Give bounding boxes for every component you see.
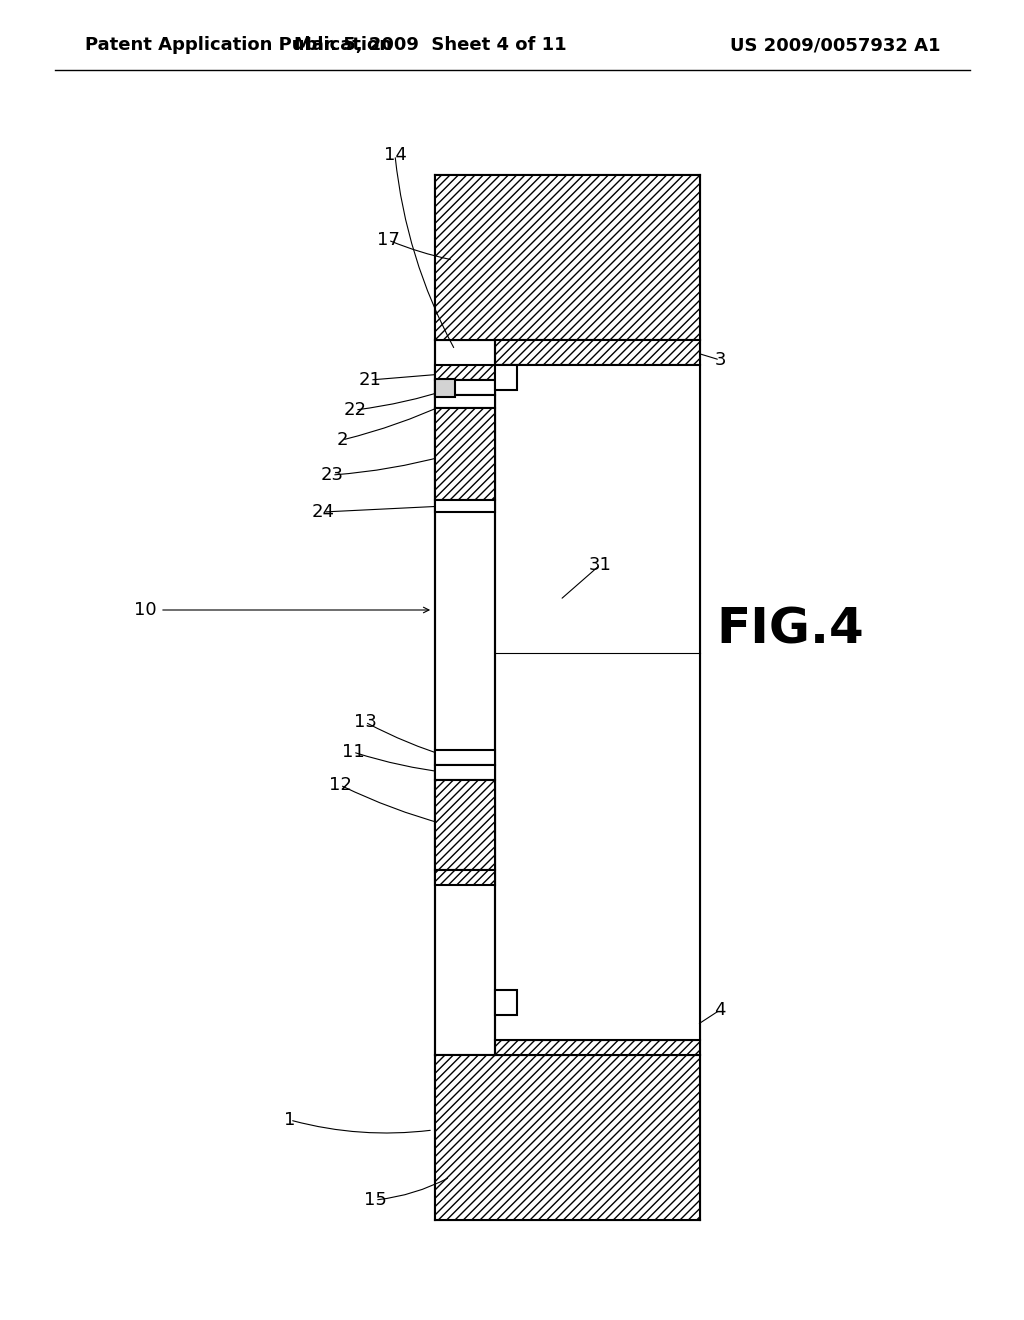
- Bar: [435, 176, 700, 341]
- Text: 31: 31: [589, 556, 611, 574]
- Bar: [435, 750, 495, 766]
- Bar: [435, 395, 495, 408]
- Bar: [435, 408, 495, 500]
- Bar: [495, 366, 517, 389]
- Bar: [495, 1040, 700, 1055]
- Text: 15: 15: [364, 1191, 386, 1209]
- Bar: [495, 366, 700, 1040]
- Text: 2: 2: [336, 432, 348, 449]
- Text: 14: 14: [384, 147, 407, 164]
- Text: 17: 17: [377, 231, 399, 249]
- Text: 10: 10: [134, 601, 157, 619]
- Bar: [435, 366, 495, 380]
- Bar: [435, 1055, 700, 1220]
- Text: 1: 1: [285, 1111, 296, 1129]
- Bar: [495, 990, 517, 1015]
- Text: US 2009/0057932 A1: US 2009/0057932 A1: [729, 36, 940, 54]
- Text: 3: 3: [715, 351, 726, 370]
- Bar: [435, 380, 495, 395]
- Text: 4: 4: [715, 1001, 726, 1019]
- Text: Patent Application Publication: Patent Application Publication: [85, 36, 392, 54]
- Text: 22: 22: [343, 401, 367, 418]
- Bar: [435, 379, 455, 396]
- Bar: [495, 341, 700, 366]
- Bar: [435, 780, 495, 870]
- Bar: [435, 870, 495, 884]
- Bar: [435, 500, 495, 512]
- Text: 23: 23: [321, 466, 343, 484]
- Text: 21: 21: [358, 371, 381, 389]
- Bar: [435, 766, 495, 780]
- Text: 24: 24: [311, 503, 335, 521]
- Text: 13: 13: [353, 713, 377, 731]
- Text: 11: 11: [342, 743, 365, 762]
- Text: Mar. 5, 2009  Sheet 4 of 11: Mar. 5, 2009 Sheet 4 of 11: [294, 36, 566, 54]
- Text: FIG.4: FIG.4: [716, 606, 864, 653]
- Text: 12: 12: [329, 776, 351, 795]
